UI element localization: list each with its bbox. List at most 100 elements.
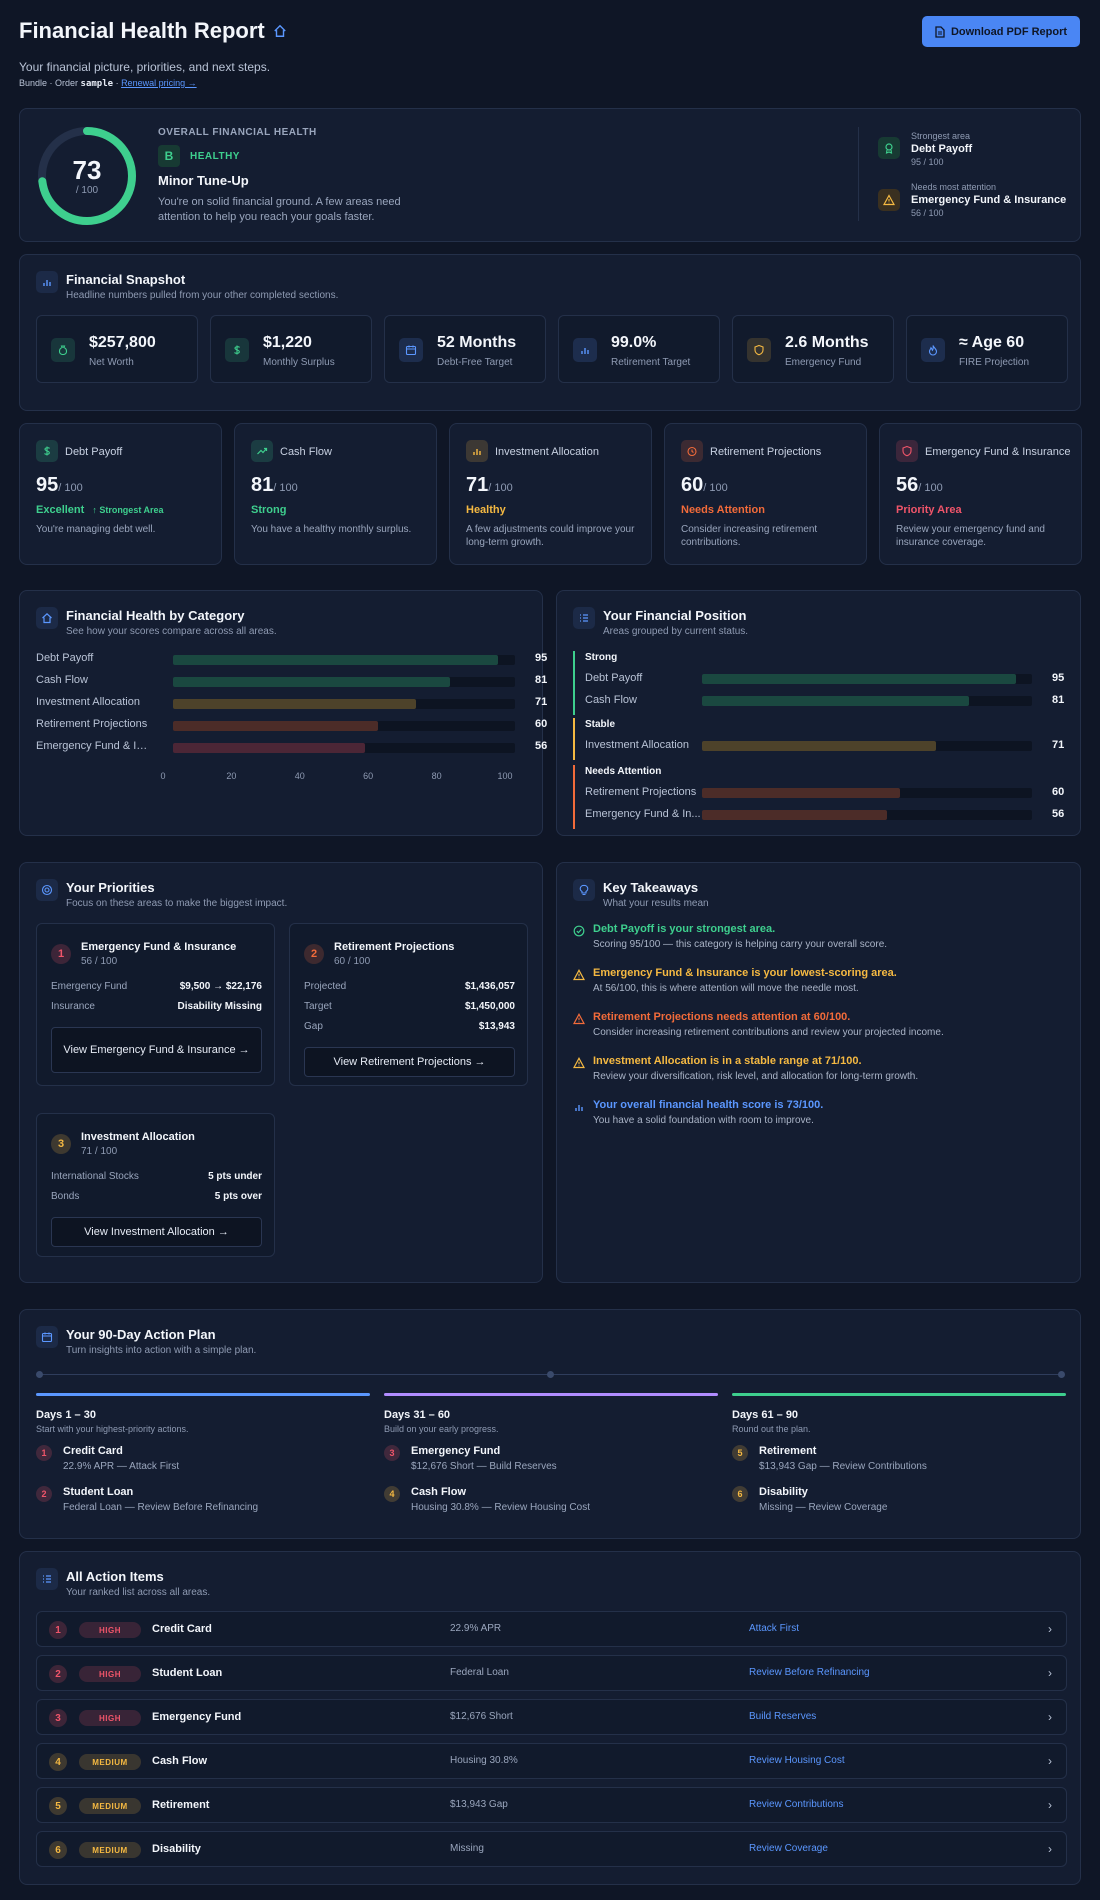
plan-item-detail: 22.9% APR — Attack First bbox=[63, 1461, 180, 1472]
action-link[interactable]: Review Contributions bbox=[749, 1799, 844, 1810]
position-bar bbox=[702, 810, 887, 820]
snapshot-value: $1,220 bbox=[263, 334, 312, 351]
action-item-row[interactable]: 3 HIGH Emergency Fund $12,676 Short Build Re… bbox=[36, 1699, 1067, 1735]
chevron-right-icon[interactable]: › bbox=[1048, 1798, 1052, 1812]
warning-icon bbox=[572, 968, 586, 981]
bar-chart-icon bbox=[466, 440, 488, 462]
plan-item-detail: Missing — Review Coverage bbox=[759, 1502, 888, 1513]
priority-badge: HIGH bbox=[79, 1666, 141, 1682]
chart-bar bbox=[173, 699, 416, 709]
category-card-debt-payoff[interactable]: Debt Payoff 95/ 100 Excellent ↑ Strongest A… bbox=[19, 423, 222, 565]
action-link[interactable]: Review Housing Cost bbox=[749, 1755, 845, 1766]
chart-tick-label: 20 bbox=[226, 771, 237, 781]
list-icon bbox=[573, 607, 595, 629]
chart-bar-row: Retirement Projections 60 bbox=[36, 718, 547, 732]
chart-bar bbox=[173, 721, 379, 731]
view-retirement-projections-button[interactable]: View Retirement Projections → bbox=[304, 1047, 515, 1077]
category-bar-chart: Debt Payoff 95 Cash Flow 81 Investment Alloc… bbox=[36, 652, 547, 802]
action-rank: 3 bbox=[49, 1709, 67, 1727]
action-link[interactable]: Review Before Refinancing bbox=[749, 1667, 870, 1678]
phase-accent-line bbox=[732, 1393, 1066, 1396]
category-card-cash-flow[interactable]: Cash Flow 81/ 100 Strong You have a healthy… bbox=[234, 423, 437, 565]
plan-item-number: 5 bbox=[732, 1445, 748, 1461]
action-link[interactable]: Build Reserves bbox=[749, 1711, 817, 1722]
action-item-row[interactable]: 2 HIGH Student Loan Federal Loan Review Befo… bbox=[36, 1655, 1067, 1691]
priority-detail-row: Bonds 5 pts over bbox=[51, 1191, 262, 1202]
priority-detail-row: Emergency Fund $9,500 → $22,176 bbox=[51, 981, 262, 992]
section-title: Your Priorities bbox=[66, 880, 155, 895]
chevron-right-icon[interactable]: › bbox=[1048, 1710, 1052, 1724]
action-title: Cash Flow bbox=[152, 1755, 208, 1767]
overall-headline: Minor Tune-Up bbox=[158, 173, 249, 188]
action-item-row[interactable]: 5 MEDIUM Retirement $13,943 Gap Review Contr… bbox=[36, 1787, 1067, 1823]
plan-item: 6 Disability Missing — Review Coverage bbox=[732, 1486, 1066, 1518]
section-subtitle: What your results mean bbox=[603, 898, 709, 909]
action-title: Credit Card bbox=[152, 1623, 212, 1635]
category-card-emergency-fund-insurance[interactable]: Emergency Fund & Insurance 56/ 100 Priorit… bbox=[879, 423, 1082, 565]
chart-bar-row: Debt Payoff 95 bbox=[36, 652, 547, 666]
view-investment-allocation-button[interactable]: View Investment Allocation → bbox=[51, 1217, 262, 1247]
category-description: You have a healthy monthly surplus. bbox=[251, 524, 412, 535]
action-item-row[interactable]: 6 MEDIUM Disability Missing Review Coverage › bbox=[36, 1831, 1067, 1867]
section-title: All Action Items bbox=[66, 1569, 164, 1584]
chart-bar bbox=[173, 743, 365, 753]
chart-category-label: Investment Allocation bbox=[36, 696, 140, 708]
overall-kicker: OVERALL FINANCIAL HEALTH bbox=[158, 127, 317, 138]
download-pdf-button[interactable]: Download PDF Report bbox=[922, 16, 1080, 47]
chart-bar-track bbox=[173, 699, 515, 709]
timeline-dot bbox=[36, 1371, 43, 1378]
plan-item-number: 3 bbox=[384, 1445, 400, 1461]
action-rank: 6 bbox=[49, 1841, 67, 1859]
priority-rank: 1 bbox=[51, 944, 71, 964]
clock-icon bbox=[681, 440, 703, 462]
action-rank: 4 bbox=[49, 1753, 67, 1771]
flame-icon bbox=[921, 338, 945, 362]
action-rank: 5 bbox=[49, 1797, 67, 1815]
category-card-retirement-projections[interactable]: Retirement Projections 60/ 100 Needs Atten… bbox=[664, 423, 867, 565]
chevron-right-icon[interactable]: › bbox=[1048, 1842, 1052, 1856]
plan-item-title: Disability bbox=[759, 1486, 808, 1498]
warning-icon bbox=[878, 189, 900, 211]
action-item-row[interactable]: 4 MEDIUM Cash Flow Housing 30.8% Review Hous… bbox=[36, 1743, 1067, 1779]
chevron-right-icon[interactable]: › bbox=[1048, 1622, 1052, 1636]
snapshot-label: FIRE Projection bbox=[959, 357, 1030, 368]
category-status: Priority Area bbox=[896, 504, 962, 516]
priority-badge: MEDIUM bbox=[79, 1798, 141, 1814]
position-bar-track bbox=[702, 674, 1032, 684]
plan-item-number: 6 bbox=[732, 1486, 748, 1502]
category-description: Review your emergency fund and insurance… bbox=[896, 524, 1045, 548]
action-item-row[interactable]: 1 HIGH Credit Card 22.9% APR Attack First › bbox=[36, 1611, 1067, 1647]
attention-name: Emergency Fund & Insurance bbox=[911, 194, 1067, 206]
check-circle-icon bbox=[573, 924, 585, 937]
money-bag-icon bbox=[51, 338, 75, 362]
view-emergency-fund-insurance-button[interactable]: View Emergency Fund & Insurance → bbox=[51, 1027, 262, 1073]
chevron-right-icon[interactable]: › bbox=[1048, 1754, 1052, 1768]
financial-snapshot-card: Financial Snapshot Headline numbers pull… bbox=[19, 254, 1081, 411]
chevron-right-icon[interactable]: › bbox=[1048, 1666, 1052, 1680]
trend-up-icon bbox=[251, 440, 273, 462]
chart-bar-row: Emergency Fund & In... 56 bbox=[36, 740, 547, 754]
renewal-pricing-link[interactable]: Renewal pricing → bbox=[121, 78, 197, 88]
home-icon[interactable] bbox=[273, 24, 287, 38]
plan-item: 4 Cash Flow Housing 30.8% — Review Housing… bbox=[384, 1486, 718, 1518]
section-subtitle: Focus on these areas to make the biggest… bbox=[66, 898, 288, 909]
phase-accent-line bbox=[384, 1393, 718, 1396]
chart-bar bbox=[173, 677, 451, 687]
position-bar bbox=[702, 674, 1016, 684]
chart-bar-track bbox=[173, 721, 515, 731]
snapshot-label: Monthly Surplus bbox=[263, 357, 335, 368]
page-subtitle: Your financial picture, priorities, and … bbox=[19, 60, 271, 74]
action-title: Student Loan bbox=[152, 1667, 223, 1679]
category-score: 95/ 100 bbox=[36, 474, 83, 496]
health-status: HEALTHY bbox=[190, 150, 240, 162]
plan-phase-2: Days 31 – 60 Build on your early progress… bbox=[384, 1393, 718, 1523]
action-link[interactable]: Attack First bbox=[749, 1623, 800, 1634]
position-value: 95 bbox=[1052, 672, 1065, 684]
phase-subtitle: Round out the plan. bbox=[732, 1424, 811, 1434]
dollar-icon bbox=[36, 440, 58, 462]
overall-score: 73 bbox=[72, 155, 102, 185]
action-link[interactable]: Review Coverage bbox=[749, 1843, 828, 1854]
snapshot-value: 52 Months bbox=[437, 334, 517, 351]
category-card-investment-allocation[interactable]: Investment Allocation 71/ 100 Healthy A few… bbox=[449, 423, 652, 565]
score-ring bbox=[38, 127, 136, 225]
